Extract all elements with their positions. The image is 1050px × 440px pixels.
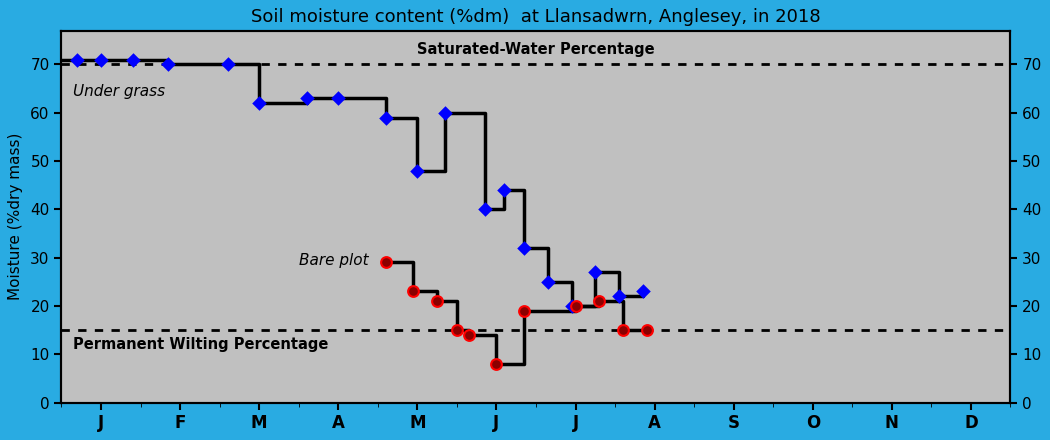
Point bbox=[591, 297, 608, 304]
Text: Under grass: Under grass bbox=[74, 84, 166, 99]
Point bbox=[405, 288, 422, 295]
Point bbox=[516, 307, 532, 314]
Point bbox=[496, 187, 512, 194]
Point bbox=[563, 302, 580, 309]
Point bbox=[377, 114, 394, 121]
Point bbox=[69, 56, 86, 63]
Point bbox=[488, 360, 505, 367]
Point bbox=[251, 99, 268, 106]
Point bbox=[377, 259, 394, 266]
Point bbox=[587, 269, 604, 276]
Point bbox=[330, 95, 346, 102]
Point bbox=[611, 293, 628, 300]
Point bbox=[428, 297, 445, 304]
Y-axis label: Moisture (%dry mass): Moisture (%dry mass) bbox=[8, 133, 23, 300]
Point bbox=[437, 109, 454, 116]
Text: Saturated-Water Percentage: Saturated-Water Percentage bbox=[417, 42, 655, 57]
Point bbox=[460, 331, 477, 338]
Point bbox=[638, 326, 655, 334]
Title: Soil moisture content (%dm)  at Llansadwrn, Anglesey, in 2018: Soil moisture content (%dm) at Llansadwr… bbox=[251, 8, 821, 26]
Point bbox=[160, 61, 176, 68]
Point bbox=[516, 245, 532, 252]
Point bbox=[298, 95, 315, 102]
Text: Bare plot: Bare plot bbox=[298, 253, 369, 268]
Point bbox=[92, 56, 109, 63]
Point bbox=[540, 278, 557, 285]
Point bbox=[408, 167, 425, 174]
Point bbox=[219, 61, 236, 68]
Point bbox=[448, 326, 465, 334]
Point bbox=[634, 288, 651, 295]
Point bbox=[476, 206, 492, 213]
Point bbox=[614, 326, 631, 334]
Point bbox=[124, 56, 141, 63]
Point bbox=[567, 302, 584, 309]
Text: Permanent Wilting Percentage: Permanent Wilting Percentage bbox=[74, 337, 329, 352]
